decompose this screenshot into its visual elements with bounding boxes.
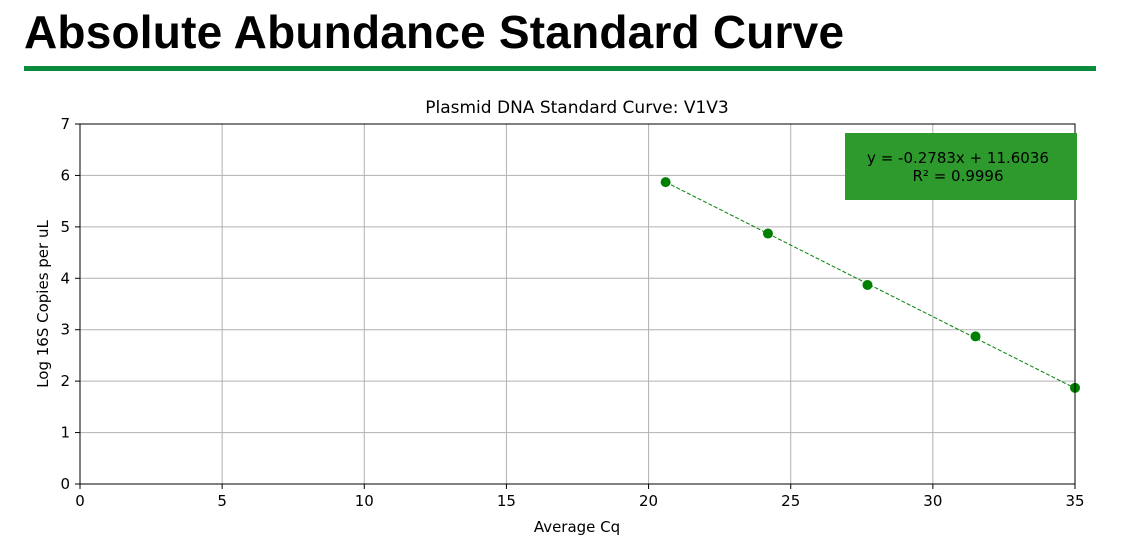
x-tick-label: 10 [355, 492, 374, 510]
y-axis-label: Log 16S Copies per uL [34, 220, 52, 388]
y-tick-label: 1 [60, 424, 70, 442]
title-rule [24, 66, 1096, 71]
y-tick-label: 7 [60, 115, 70, 133]
x-tick-label: 35 [1065, 492, 1084, 510]
chart-title: Plasmid DNA Standard Curve: V1V3 [425, 98, 729, 118]
x-axis: 0 5 10 15 20 25 30 35 [75, 484, 1085, 510]
equation-text: y = -0.2783x + 11.6036 [867, 149, 1049, 167]
x-tick-label: 0 [75, 492, 85, 510]
y-tick-label: 2 [60, 372, 70, 390]
data-point [970, 331, 981, 342]
page-title: Absolute Abundance Standard Curve [24, 6, 845, 58]
y-tick-label: 6 [60, 166, 70, 184]
y-tick-label: 3 [60, 321, 70, 339]
y-tick-label: 0 [60, 475, 70, 493]
x-tick-label: 15 [497, 492, 516, 510]
data-point [862, 279, 873, 290]
equation-box [845, 133, 1077, 200]
equation-annotation: y = -0.2783x + 11.6036 R² = 0.9996 [845, 133, 1077, 200]
data-point [762, 228, 773, 239]
x-tick-label: 25 [781, 492, 800, 510]
data-point [660, 177, 671, 188]
r-squared-text: R² = 0.9996 [912, 167, 1003, 185]
x-tick-label: 30 [923, 492, 942, 510]
x-tick-label: 20 [639, 492, 658, 510]
y-tick-label: 4 [60, 269, 70, 287]
y-tick-label: 5 [60, 218, 70, 236]
plot-frame [79, 123, 1076, 485]
x-tick-label: 5 [217, 492, 227, 510]
x-axis-label: Average Cq [534, 518, 620, 536]
data-points [660, 177, 1080, 393]
y-axis: 0 1 2 3 4 5 6 7 [60, 115, 80, 493]
